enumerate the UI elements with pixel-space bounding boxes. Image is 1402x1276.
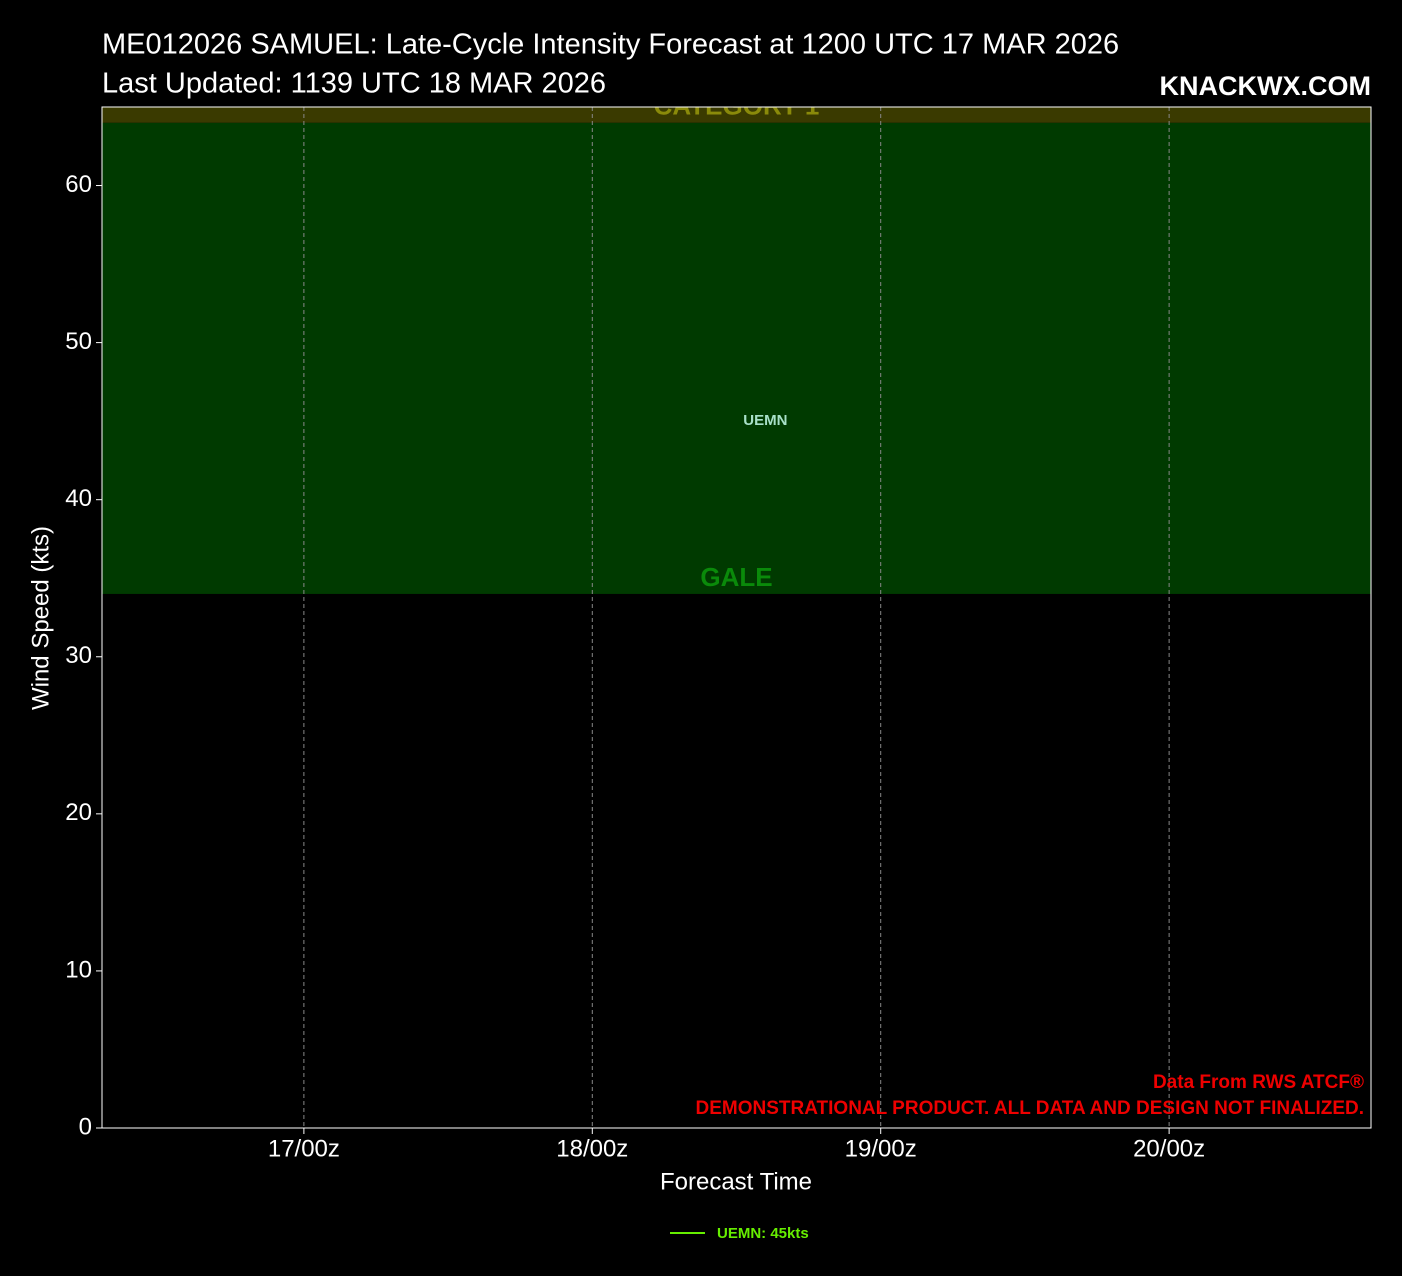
- y-tick-label: 60: [65, 171, 92, 198]
- x-axis-label: Forecast Time: [660, 1168, 812, 1195]
- legend-label: UEMN: 45kts: [717, 1225, 809, 1242]
- intensity-band: [102, 107, 1371, 123]
- plot-frame: [101, 106, 1372, 1129]
- brand: KNACKWX.COM: [1160, 71, 1371, 101]
- y-tick-label: 50: [65, 328, 92, 355]
- y-tick-label: 10: [65, 956, 92, 983]
- x-tick-label: 19/00z: [845, 1135, 917, 1162]
- chart-subtitle: Last Updated: 1139 UTC 18 MAR 2026: [102, 68, 606, 100]
- x-tick-label: 18/00z: [556, 1135, 628, 1162]
- y-tick-label: 20: [65, 799, 92, 826]
- credit-text: DEMONSTRATIONAL PRODUCT. ALL DATA AND DE…: [696, 1098, 1365, 1119]
- band-label: GALE: [700, 562, 772, 592]
- y-tick-label: 40: [65, 485, 92, 512]
- series-label: UEMN: [743, 412, 787, 429]
- y-tick-label: 30: [65, 642, 92, 669]
- x-tick-label: 17/00z: [268, 1135, 340, 1162]
- intensity-band: [102, 122, 1371, 594]
- credit-text: Data From RWS ATCF®: [1153, 1072, 1364, 1093]
- y-tick-label: 0: [79, 1113, 92, 1140]
- band-label: CATEGORY 1: [654, 91, 820, 121]
- plot-area: GALE CATEGORY 1 UEMN: [102, 91, 1371, 1128]
- y-axis-label: Wind Speed (kts): [27, 526, 54, 710]
- x-tick-label: 20/00z: [1133, 1135, 1205, 1162]
- chart-title: ME012026 SAMUEL: Late-Cycle Intensity Fo…: [102, 29, 1119, 61]
